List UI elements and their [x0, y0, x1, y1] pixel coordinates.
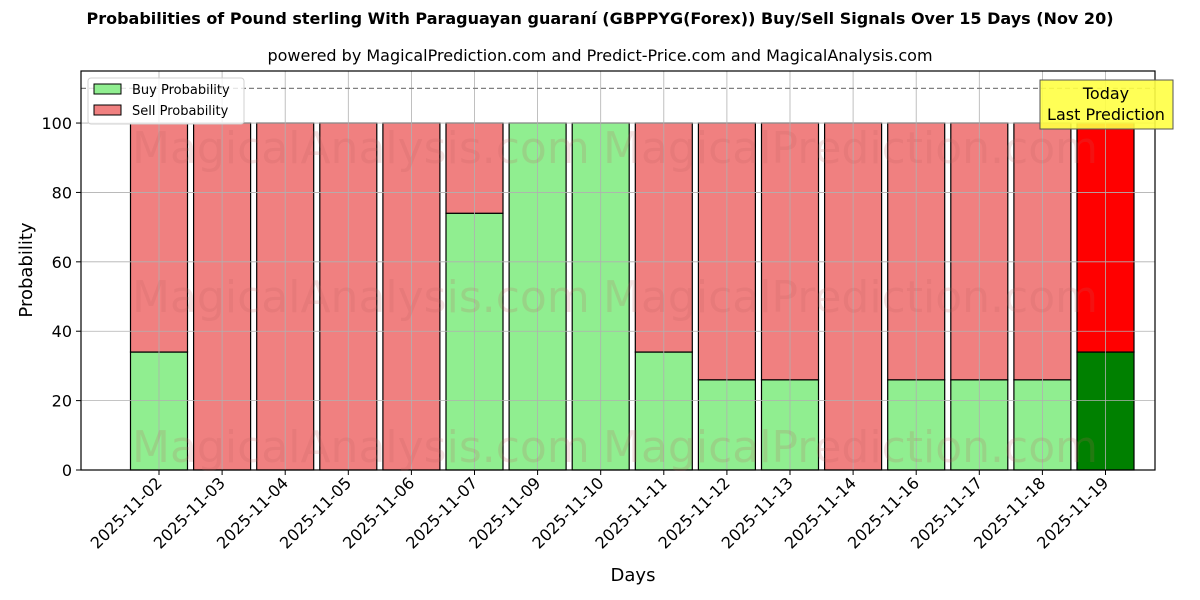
legend-sell-label: Sell Probability	[132, 104, 229, 119]
legend-sell-swatch	[93, 104, 122, 116]
watermark-text: MagicalAnalysis.com	[132, 422, 590, 473]
y-tick-label: 20	[52, 392, 72, 411]
watermarks: MagicalAnalysis.com MagicalPrediction.com…	[132, 123, 1098, 473]
chart-title: Probabilities of Pound sterling With Par…	[86, 9, 1114, 28]
last-prediction-label: Last Prediction	[1047, 105, 1165, 124]
y-axis: 0 20 40 60 80 100	[41, 114, 81, 480]
y-tick-label: 80	[52, 183, 72, 202]
legend-buy-label: Buy Probability	[132, 83, 230, 98]
watermark-text: MagicalPrediction.com	[603, 272, 1098, 323]
chart-subtitle: powered by MagicalPrediction.com and Pre…	[267, 46, 933, 65]
watermark-text: MagicalPrediction.com	[603, 123, 1098, 174]
watermark-text: MagicalAnalysis.com	[132, 123, 590, 174]
plot-frame	[80, 70, 1156, 471]
today-annotation: Today Last Prediction	[1039, 79, 1174, 130]
y-tick-label: 100	[41, 114, 72, 133]
watermark-text: MagicalAnalysis.com	[132, 272, 590, 323]
legend: Buy Probability Sell Probability	[87, 77, 245, 125]
x-axis: 2025-11-022025-11-032025-11-042025-11-05…	[87, 470, 1112, 553]
y-tick-label: 0	[62, 461, 72, 480]
y-tick-label: 60	[52, 253, 72, 272]
x-axis-label: Days	[611, 565, 656, 586]
watermark-text: MagicalPrediction.com	[603, 422, 1098, 473]
y-axis-label: Probability	[16, 222, 37, 317]
today-label: Today	[1082, 84, 1129, 103]
y-tick-label: 40	[52, 322, 72, 341]
legend-buy-swatch	[93, 83, 122, 95]
